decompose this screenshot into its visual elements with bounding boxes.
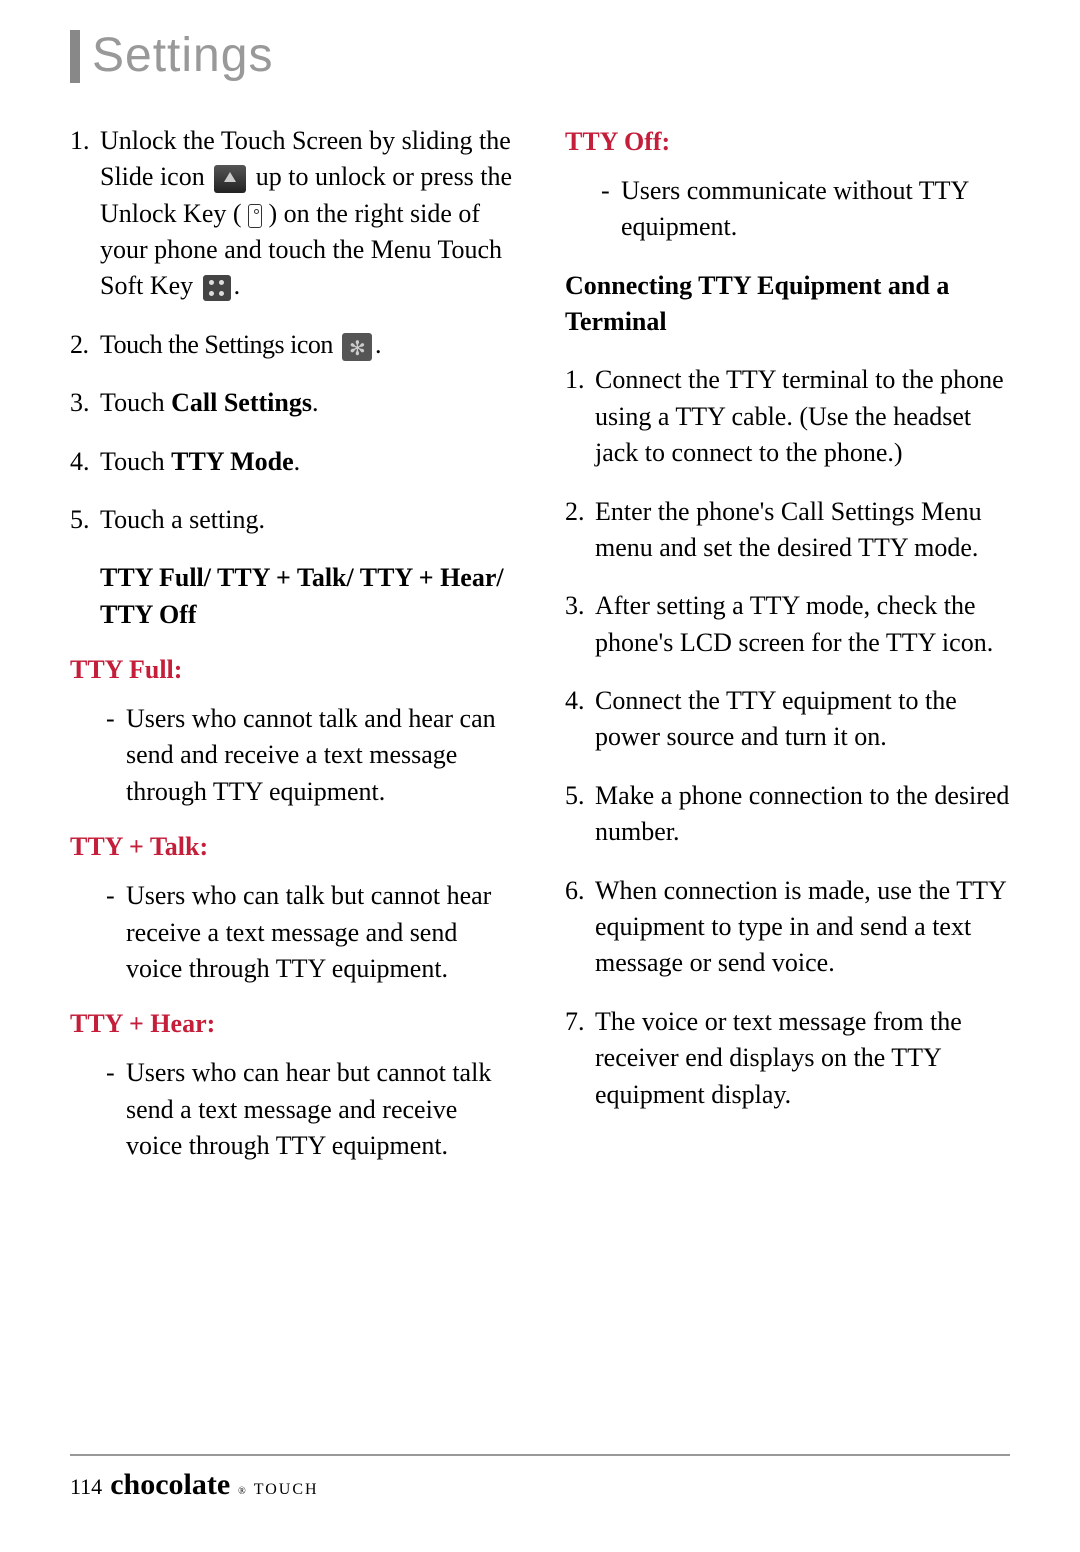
step-number: 1. <box>70 123 90 159</box>
step-4-bold: TTY Mode <box>171 447 294 476</box>
step-number: 1. <box>565 362 585 398</box>
tty-talk-heading: TTY + Talk: <box>70 832 515 862</box>
step-number: 4. <box>70 444 90 480</box>
connecting-heading: Connecting TTY Equipment and a Terminal <box>565 268 1010 341</box>
step-2-text: Touch the Settings icon <box>100 330 333 359</box>
tty-full-desc: Users who cannot talk and hear can send … <box>70 701 515 810</box>
conn-step-3: 3. After setting a TTY mode, check the p… <box>565 588 1010 661</box>
conn-step-2-text: Enter the phone's Call Settings Menu men… <box>595 497 982 562</box>
tty-options-list: TTY Full/ TTY + Talk/ TTY + Hear/ TTY Of… <box>100 560 515 633</box>
page-footer: 114 chocolate ® TOUCH <box>70 1454 1010 1502</box>
conn-step-5: 5. Make a phone connection to the desire… <box>565 778 1010 851</box>
step-number: 7. <box>565 1004 585 1040</box>
step-number: 6. <box>565 873 585 909</box>
conn-step-4: 4. Connect the TTY equipment to the powe… <box>565 683 1010 756</box>
conn-step-7: 7. The voice or text message from the re… <box>565 1004 1010 1113</box>
right-column: TTY Off: Users communicate without TTY e… <box>565 123 1010 1187</box>
step-1: 1. Unlock the Touch Screen by sliding th… <box>70 123 515 305</box>
step-3: 3. Touch Call Settings. <box>70 385 515 421</box>
conn-step-5-text: Make a phone connection to the desired n… <box>595 781 1009 846</box>
tty-talk-desc: Users who can talk but cannot hear recei… <box>70 878 515 987</box>
tty-hear-desc: Users who can hear but cannot talk send … <box>70 1055 515 1164</box>
step-3-bold: Call Settings <box>171 388 312 417</box>
unlock-key-icon <box>248 204 262 228</box>
settings-icon <box>342 333 372 361</box>
page-title: Settings <box>70 30 1010 83</box>
step-number: 2. <box>565 494 585 530</box>
tty-off-heading: TTY Off: <box>565 127 1010 157</box>
step-1-end: . <box>234 271 241 300</box>
registered-mark: ® <box>238 1486 246 1497</box>
conn-step-7-text: The voice or text message from the recei… <box>595 1007 962 1109</box>
conn-step-6-text: When connection is made, use the TTY equ… <box>595 876 1006 978</box>
step-4: 4. Touch TTY Mode. <box>70 444 515 480</box>
step-3-text-a: Touch <box>100 388 171 417</box>
conn-step-1-text: Connect the TTY terminal to the phone us… <box>595 365 1004 467</box>
step-5: 5. Touch a setting. <box>70 502 515 538</box>
tty-full-heading: TTY Full: <box>70 655 515 685</box>
slide-up-icon <box>214 165 246 193</box>
step-number: 3. <box>70 385 90 421</box>
step-4-end: . <box>294 447 301 476</box>
tty-hear-heading: TTY + Hear: <box>70 1009 515 1039</box>
content-columns: 1. Unlock the Touch Screen by sliding th… <box>70 123 1010 1187</box>
conn-step-1: 1. Connect the TTY terminal to the phone… <box>565 362 1010 471</box>
conn-step-2: 2. Enter the phone's Call Settings Menu … <box>565 494 1010 567</box>
step-number: 5. <box>565 778 585 814</box>
step-2-end: . <box>375 330 381 359</box>
menu-softkey-icon <box>203 275 231 301</box>
step-5-text: Touch a setting. <box>100 505 265 534</box>
step-number: 5. <box>70 502 90 538</box>
step-4-text-a: Touch <box>100 447 171 476</box>
step-number: 4. <box>565 683 585 719</box>
page-number: 114 <box>70 1474 102 1500</box>
step-3-end: . <box>312 388 319 417</box>
left-column: 1. Unlock the Touch Screen by sliding th… <box>70 123 515 1187</box>
tty-off-desc: Users communicate without TTY equipment. <box>565 173 1010 246</box>
step-number: 3. <box>565 588 585 624</box>
brand-name: chocolate <box>110 1468 230 1502</box>
conn-step-3-text: After setting a TTY mode, check the phon… <box>595 591 993 656</box>
step-2: 2. Touch the Settings icon . <box>70 327 515 363</box>
conn-step-6: 6. When connection is made, use the TTY … <box>565 873 1010 982</box>
conn-step-4-text: Connect the TTY equipment to the power s… <box>595 686 957 751</box>
brand-sub: TOUCH <box>254 1481 319 1499</box>
step-number: 2. <box>70 327 89 363</box>
